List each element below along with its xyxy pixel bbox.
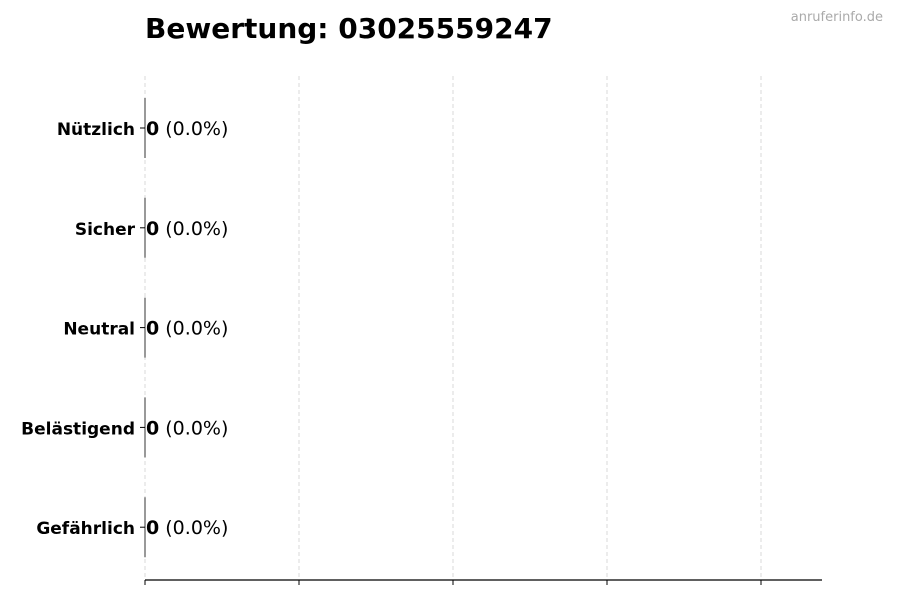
data-label-percent: (0.0%) (159, 417, 228, 439)
data-label-percent: (0.0%) (159, 318, 228, 340)
data-label: 0 (0.0%) (146, 318, 228, 340)
data-label-value: 0 (146, 318, 159, 340)
data-label-value: 0 (146, 118, 159, 140)
data-label-value: 0 (146, 517, 159, 539)
data-label: 0 (0.0%) (146, 118, 228, 140)
data-label-value: 0 (146, 417, 159, 439)
y-tick-label: Sicher (75, 220, 136, 240)
y-tick-label: Belästigend (21, 419, 135, 439)
chart-title: Bewertung: 03025559247 (145, 12, 553, 45)
data-label-value: 0 (146, 218, 159, 240)
y-tick-label: Gefährlich (36, 519, 135, 539)
y-tick-label: Nützlich (57, 120, 135, 140)
data-label-percent: (0.0%) (159, 118, 228, 140)
watermark: anruferinfo.de (790, 10, 883, 25)
data-label: 0 (0.0%) (146, 517, 228, 539)
y-tick-label: Neutral (63, 320, 135, 340)
data-label-percent: (0.0%) (159, 517, 228, 539)
data-label: 0 (0.0%) (146, 417, 228, 439)
data-label: 0 (0.0%) (146, 218, 228, 240)
data-label-percent: (0.0%) (159, 218, 228, 240)
